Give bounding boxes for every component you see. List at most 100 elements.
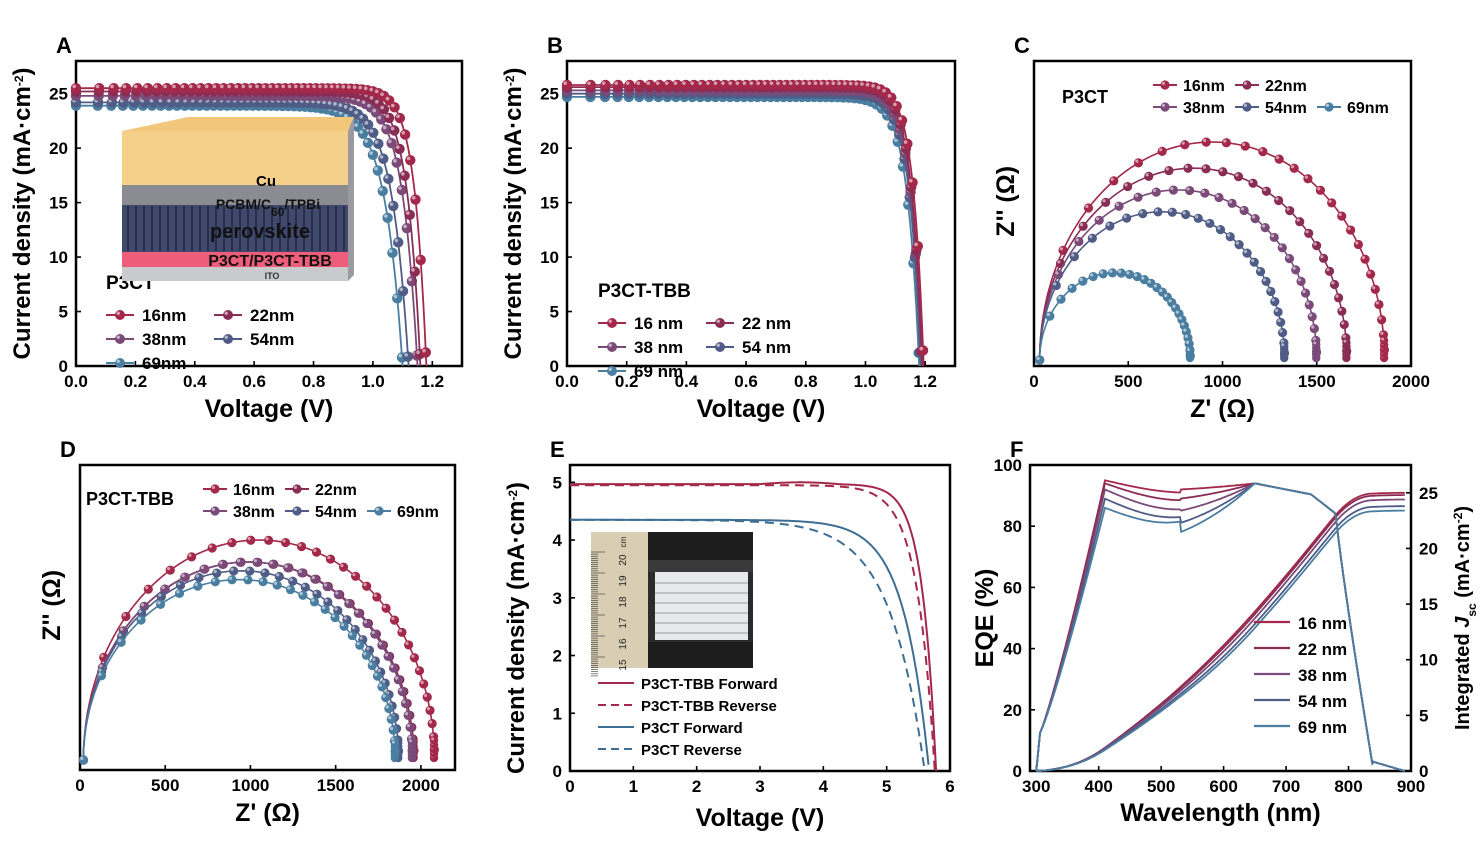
- point-highlight: [390, 126, 395, 131]
- data-point: [311, 547, 322, 557]
- point-highlight: [181, 573, 185, 578]
- data-point: [108, 83, 120, 94]
- inset-label-cu: Cu: [256, 173, 276, 190]
- legend-marker: [607, 342, 617, 352]
- series-group-E: [570, 481, 938, 772]
- x-tick-label: 1500: [1298, 372, 1336, 391]
- eqe-line: [1035, 482, 1406, 772]
- point-highlight: [395, 145, 400, 149]
- point-highlight: [1312, 337, 1316, 341]
- point-highlight: [98, 672, 102, 676]
- point-highlight: [1206, 220, 1210, 224]
- data-point: [1214, 192, 1224, 203]
- x-tick-label: 1.2: [913, 372, 937, 391]
- point-highlight: [293, 507, 298, 512]
- data-point: [1069, 252, 1079, 262]
- point-highlight: [1235, 173, 1239, 177]
- point-highlight: [713, 81, 718, 85]
- legend-label: 69nm: [142, 354, 186, 373]
- data-point: [368, 127, 379, 138]
- point-highlight: [1172, 304, 1176, 309]
- point-highlight: [197, 84, 201, 89]
- data-point: [1307, 312, 1317, 322]
- point-highlight: [1202, 165, 1206, 169]
- module-photo-inset: 20 19 18 17 16 15 cm: [591, 532, 753, 677]
- data-point: [405, 722, 415, 732]
- y-tick-label-right: 15: [1419, 595, 1438, 614]
- data-point: [353, 608, 363, 618]
- point-highlight: [1338, 212, 1342, 217]
- x-tick-label: 2000: [402, 776, 440, 795]
- point-highlight: [1361, 255, 1366, 260]
- x-tick-label: 1.0: [854, 372, 878, 391]
- x-axis-title: Voltage (V): [697, 395, 826, 423]
- data-point: [1225, 232, 1235, 242]
- legend-marker: [715, 318, 725, 328]
- point-highlight: [655, 81, 660, 85]
- point-highlight: [313, 548, 317, 553]
- data-point: [891, 100, 902, 112]
- data-point: [227, 538, 237, 548]
- point-highlight: [384, 175, 389, 179]
- data-point: [161, 83, 173, 94]
- point-highlight: [776, 81, 780, 85]
- data-point: [1067, 283, 1077, 293]
- point-highlight: [1187, 348, 1190, 352]
- x-tick-label: 1: [629, 777, 638, 796]
- data-point: [1303, 174, 1313, 184]
- point-highlight: [388, 249, 393, 253]
- point-highlight: [664, 81, 669, 85]
- x-tick-label: 0.2: [124, 372, 148, 391]
- x-tick-label: 300: [1022, 777, 1050, 796]
- data-point: [600, 79, 611, 91]
- point-highlight: [716, 343, 720, 347]
- point-highlight: [690, 81, 694, 85]
- point-highlight: [324, 84, 328, 89]
- data-point: [258, 577, 268, 587]
- x-tick-label: 1.0: [361, 372, 385, 391]
- series-group-D: [78, 535, 439, 765]
- x-tick-label: 900: [1397, 777, 1425, 796]
- point-highlight: [1378, 316, 1382, 320]
- data-point: [389, 125, 400, 136]
- point-highlight: [1089, 273, 1094, 277]
- data-point: [384, 703, 394, 714]
- point-highlight: [363, 86, 368, 91]
- data-point: [264, 535, 274, 545]
- legend-marker: [1160, 102, 1170, 112]
- point-highlight: [1178, 316, 1182, 320]
- data-point: [386, 714, 396, 724]
- x-axis-title: Voltage (V): [696, 804, 825, 832]
- x-tick-label: 4: [819, 777, 829, 796]
- y-tick-label: 80: [1003, 517, 1022, 536]
- data-point: [1151, 187, 1161, 197]
- point-highlight: [391, 616, 395, 621]
- point-highlight: [1118, 269, 1122, 274]
- point-highlight: [1223, 139, 1227, 143]
- data-point: [389, 102, 400, 113]
- point-highlight: [1313, 341, 1317, 345]
- series-line: [1038, 141, 1386, 360]
- point-highlight: [408, 739, 412, 743]
- point-highlight: [393, 159, 397, 163]
- data-point: [1255, 267, 1266, 277]
- legend-marker: [292, 506, 302, 516]
- point-highlight: [1115, 203, 1120, 207]
- eqe-line: [1035, 479, 1406, 772]
- data-point: [373, 138, 384, 150]
- data-point: [310, 574, 320, 584]
- data-point: [387, 247, 398, 259]
- point-highlight: [364, 121, 369, 125]
- data-point: [1215, 225, 1226, 235]
- panel-letter-E: E: [550, 437, 565, 462]
- point-highlight: [352, 573, 356, 577]
- data-point: [355, 640, 365, 650]
- data-point: [372, 671, 383, 681]
- data-point: [391, 157, 402, 168]
- point-highlight: [1195, 215, 1199, 219]
- point-highlight: [698, 81, 702, 85]
- x-tick-label: 800: [1334, 777, 1362, 796]
- data-point: [383, 651, 393, 662]
- point-highlight: [411, 268, 415, 272]
- legend-label: 38nm: [233, 504, 275, 521]
